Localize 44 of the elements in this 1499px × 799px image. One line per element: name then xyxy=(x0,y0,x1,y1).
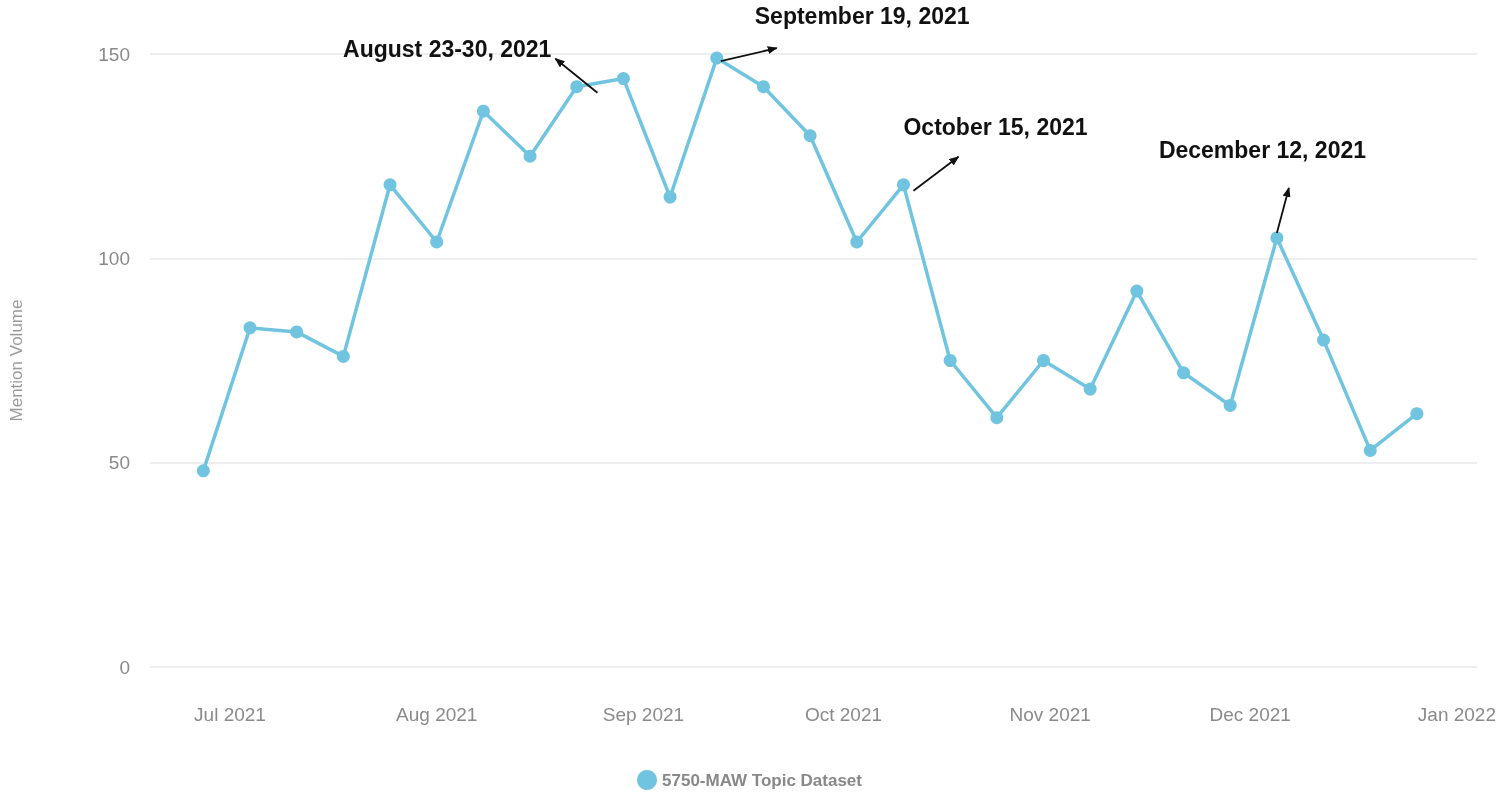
point xyxy=(1083,382,1097,396)
point xyxy=(896,178,910,192)
point xyxy=(290,325,304,339)
point xyxy=(476,104,490,118)
annotation: December 12, 2021 xyxy=(1158,136,1367,163)
point xyxy=(616,72,630,86)
y-tick-label: 150 xyxy=(98,43,130,65)
point xyxy=(1410,407,1424,421)
annotation: August 23-30, 2021 xyxy=(343,35,552,62)
point xyxy=(943,354,957,367)
x-tick-label: Dec 2021 xyxy=(1209,704,1291,725)
x-tick-label: Jul 2021 xyxy=(194,704,266,725)
point xyxy=(756,80,770,94)
point xyxy=(710,51,724,65)
point xyxy=(1270,231,1284,245)
point xyxy=(570,80,584,94)
point xyxy=(1177,366,1191,380)
legend-label: 5750-MAW Topic Dataset xyxy=(662,770,863,790)
y-tick-label: 0 xyxy=(119,656,130,678)
point xyxy=(430,235,444,249)
x-tick-label: Oct 2021 xyxy=(804,704,883,725)
point xyxy=(196,464,210,478)
point xyxy=(1317,333,1331,347)
annotation: October 15, 2021 xyxy=(903,113,1088,140)
annotation: September 19, 2021 xyxy=(754,3,970,30)
point xyxy=(1130,284,1144,298)
x-tick-label: Sep 2021 xyxy=(602,704,685,725)
x-tick-label: Aug 2021 xyxy=(396,704,478,725)
point xyxy=(523,149,537,163)
y-tick-label: 100 xyxy=(98,247,130,269)
point xyxy=(243,321,257,335)
point xyxy=(336,349,350,363)
x-tick-label: Nov 2021 xyxy=(1009,704,1091,725)
point xyxy=(1363,443,1377,457)
point xyxy=(850,235,864,249)
x-tick-label: Jan 2022 xyxy=(1417,704,1496,725)
point xyxy=(803,129,817,143)
point xyxy=(663,190,677,204)
point xyxy=(383,178,397,192)
point xyxy=(1037,354,1050,367)
y-axis-title: Mention Volume xyxy=(7,299,26,422)
point xyxy=(990,411,1004,425)
y-tick-label: 50 xyxy=(108,452,130,474)
point xyxy=(1223,398,1237,412)
